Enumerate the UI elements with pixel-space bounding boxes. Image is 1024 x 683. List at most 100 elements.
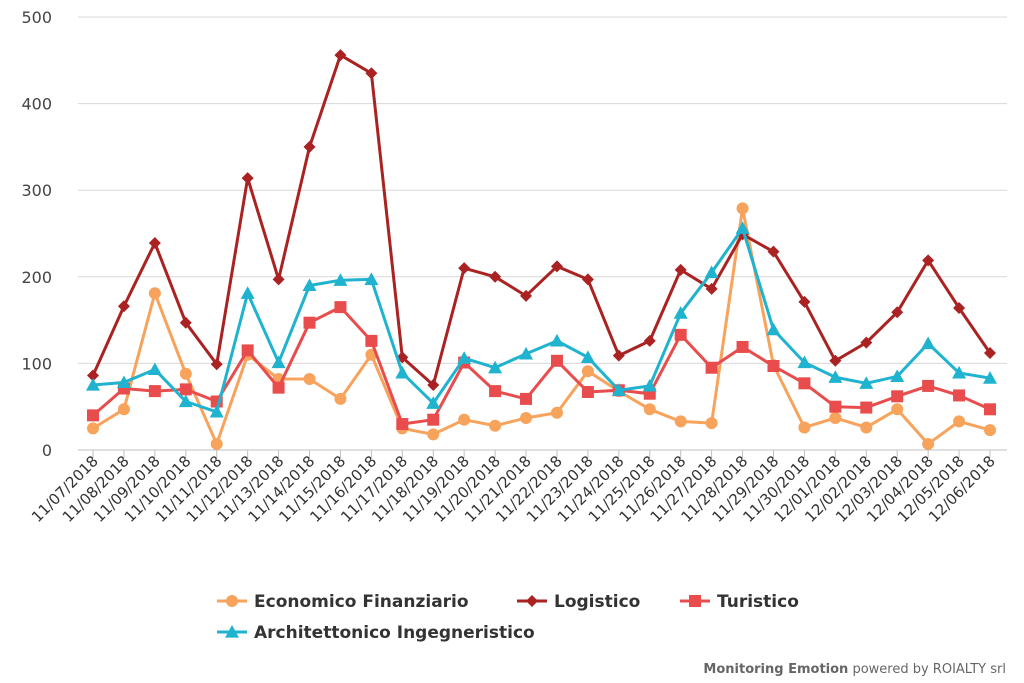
data-point <box>550 406 563 419</box>
data-point <box>798 421 811 434</box>
data-point <box>179 367 192 380</box>
credit-brand: Monitoring Emotion <box>703 662 848 677</box>
data-point <box>526 595 538 607</box>
data-point <box>117 382 130 395</box>
data-point <box>520 392 533 405</box>
data-point <box>798 295 811 308</box>
data-point <box>705 282 718 295</box>
data-point <box>953 415 966 428</box>
data-point <box>117 403 130 416</box>
series-line <box>92 226 991 414</box>
data-point <box>87 369 99 382</box>
data-point <box>643 334 656 347</box>
data-point <box>210 358 223 371</box>
series-architettonico-ingegneristico <box>86 221 997 418</box>
data-point <box>489 270 502 283</box>
data-point <box>767 359 780 372</box>
series-logistico <box>87 49 996 392</box>
data-point <box>520 289 533 302</box>
data-point <box>488 360 503 374</box>
data-point <box>178 394 193 408</box>
data-point <box>489 419 502 432</box>
data-point <box>705 361 718 374</box>
data-point <box>580 350 595 363</box>
data-point <box>828 370 843 383</box>
data-point <box>736 340 749 353</box>
series-group <box>86 49 997 450</box>
series-turistico <box>87 301 996 431</box>
data-point <box>86 378 100 391</box>
data-point <box>550 354 563 367</box>
y-tick-label: 500 <box>21 8 52 27</box>
data-point <box>984 424 996 437</box>
data-point <box>333 273 348 286</box>
data-point <box>396 418 409 431</box>
data-point <box>520 411 533 424</box>
data-point <box>860 401 873 414</box>
data-point <box>457 351 472 364</box>
data-point <box>984 403 996 416</box>
data-point <box>890 369 905 382</box>
data-point <box>365 67 378 80</box>
legend-label: Architettonico Ingegneristico <box>254 623 535 643</box>
data-point <box>674 263 687 276</box>
data-point <box>489 385 502 398</box>
data-point <box>550 260 563 273</box>
legend-label: Turistico <box>717 592 799 612</box>
data-point <box>148 287 161 300</box>
data-point <box>271 355 286 369</box>
data-point <box>704 265 719 279</box>
data-point <box>767 245 780 258</box>
data-point <box>581 365 594 378</box>
data-point <box>736 202 749 215</box>
data-point <box>860 336 873 349</box>
x-axis: 11/07/201811/08/201811/09/201811/10/2018… <box>28 450 999 526</box>
data-point <box>891 403 904 416</box>
legend-item: Logistico <box>517 592 640 612</box>
legend-item: Turistico <box>680 592 799 612</box>
data-point <box>922 437 935 450</box>
grid-lines <box>78 16 1007 451</box>
data-point <box>984 347 996 360</box>
data-point <box>240 286 255 299</box>
data-point <box>735 221 750 234</box>
data-point <box>427 413 440 426</box>
data-point <box>673 306 688 319</box>
data-point <box>859 376 874 389</box>
data-point <box>395 365 410 379</box>
data-point <box>860 421 873 434</box>
data-point <box>581 273 594 286</box>
credit-text: Monitoring Emotion powered by ROIALTY sr… <box>703 662 1006 677</box>
data-point <box>147 362 162 376</box>
data-point <box>922 254 935 267</box>
data-point <box>612 349 625 362</box>
data-point <box>829 411 842 424</box>
data-point <box>117 300 130 313</box>
data-point <box>983 371 997 384</box>
legend-label: Logistico <box>554 592 640 612</box>
data-point <box>272 273 285 286</box>
y-tick-label: 0 <box>42 441 52 460</box>
data-point <box>334 392 347 405</box>
data-point <box>891 390 904 403</box>
data-point <box>549 333 564 347</box>
data-point <box>364 272 379 285</box>
data-point <box>829 400 842 413</box>
data-point <box>922 379 935 392</box>
data-point <box>689 595 701 607</box>
y-tick-label: 100 <box>21 354 52 373</box>
data-point <box>241 344 254 357</box>
legend-item: Architettonico Ingegneristico <box>217 623 535 643</box>
data-point <box>674 415 687 428</box>
data-point <box>519 346 534 360</box>
data-point <box>798 377 811 390</box>
data-point <box>921 336 936 350</box>
data-point <box>891 306 904 319</box>
data-point <box>426 396 441 409</box>
legend-label: Economico Finanziario <box>254 592 469 612</box>
data-point <box>365 334 378 347</box>
data-point <box>705 417 718 430</box>
data-point <box>302 278 317 292</box>
legend: Economico Finanziario Logistico Turistico A… <box>217 592 799 643</box>
